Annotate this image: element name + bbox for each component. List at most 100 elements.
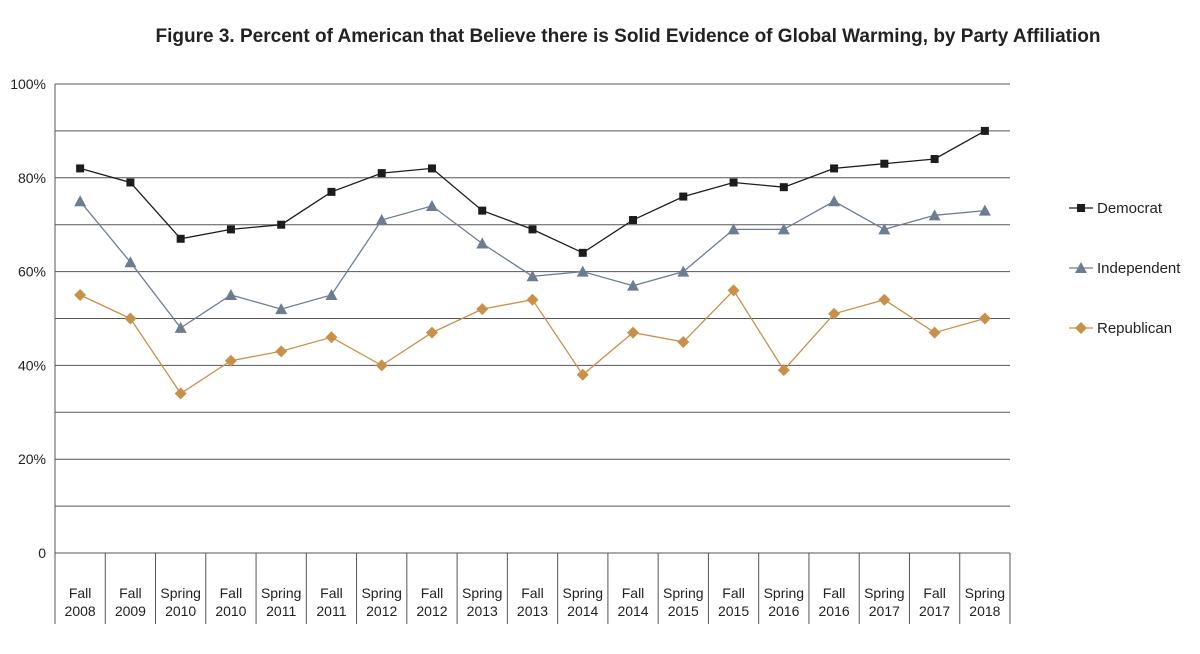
democrat-point <box>880 159 889 168</box>
y-tick-label: 0 <box>38 545 46 561</box>
independent-point <box>777 223 790 235</box>
legend-label: Republican <box>1097 320 1172 337</box>
republican-point <box>978 312 991 325</box>
x-tick-label: Spring 2012 <box>361 585 401 619</box>
legend-marker <box>1075 322 1087 334</box>
democrat-point <box>528 225 537 234</box>
legend: Democrat Independent Republican <box>1069 200 1181 337</box>
republican-point <box>627 326 640 339</box>
x-tick-label: Fall 2014 <box>617 585 648 619</box>
democrat-point <box>578 248 587 257</box>
chart-title: Figure 3. Percent of American that Belie… <box>156 26 1101 47</box>
democrat-point <box>830 164 839 173</box>
independent-point <box>928 209 941 221</box>
y-tick-label: 20% <box>18 451 46 467</box>
series-republican <box>74 284 991 400</box>
x-tick-label: Fall 2010 <box>215 585 246 619</box>
democrat-point <box>427 164 436 173</box>
independent-point <box>375 214 388 226</box>
independent-point <box>576 265 589 277</box>
x-tick-label: Fall 2008 <box>65 585 96 619</box>
republican-point <box>174 387 187 400</box>
y-tick-label: 40% <box>18 357 46 373</box>
republican-point <box>677 335 690 348</box>
republican-point <box>124 312 137 325</box>
democrat-point <box>377 169 386 178</box>
legend-label: Democrat <box>1097 200 1163 217</box>
democrat-point <box>176 234 185 243</box>
republican-point <box>74 289 87 302</box>
republican-point <box>526 293 539 306</box>
x-tick-label: Spring 2014 <box>563 585 603 619</box>
independent-point <box>828 195 841 207</box>
democrat-point <box>930 155 939 164</box>
republican-point <box>727 284 740 297</box>
democrat-point <box>729 178 738 187</box>
independent-point <box>476 237 489 249</box>
democrat-point <box>679 192 688 201</box>
democrat-point <box>277 220 286 229</box>
y-tick-label: 60% <box>18 264 46 280</box>
data-series <box>74 126 991 400</box>
legend-marker <box>1077 204 1085 212</box>
x-tick-label: Spring 2010 <box>160 585 200 619</box>
x-tick-label: Fall 2017 <box>919 585 950 619</box>
x-tick-label: Spring 2011 <box>261 585 301 619</box>
democrat-line <box>79 130 986 254</box>
x-axis: Fall 2008 Fall 2009 Spring 2010 Fall 2010 Spring… <box>54 84 1011 624</box>
independent-point <box>627 279 640 291</box>
x-tick-label: Spring 2018 <box>965 585 1005 619</box>
independent-point <box>74 195 87 207</box>
independent-point <box>124 256 137 268</box>
independent-point <box>878 223 891 235</box>
x-tick-label: Fall 2009 <box>115 585 146 619</box>
x-tick-label: Spring 2016 <box>764 585 804 619</box>
x-tick-label: Fall 2011 <box>316 585 346 619</box>
democrat-point <box>629 216 638 225</box>
republican-point <box>325 331 338 344</box>
y-axis-tick-labels: 0 20% 40% 60% 80% 100% <box>10 76 46 561</box>
republican-line <box>79 289 986 395</box>
legend-item-independent: Independent <box>1069 260 1181 277</box>
republican-point <box>878 293 891 306</box>
independent-point <box>425 199 438 211</box>
democrat-point <box>980 126 989 135</box>
republican-point <box>224 354 237 367</box>
republican-point <box>425 326 438 339</box>
democrat-point <box>226 225 235 234</box>
legend-label: Independent <box>1097 260 1181 277</box>
democrat-point <box>76 164 85 173</box>
independent-point <box>677 265 690 277</box>
x-tick-label: Fall 2016 <box>819 585 850 619</box>
x-tick-label: Spring 2015 <box>663 585 703 619</box>
democrat-point <box>478 206 487 215</box>
republican-point <box>777 364 790 377</box>
republican-point <box>476 303 489 316</box>
independent-point <box>978 204 991 216</box>
series-democrat <box>76 126 989 257</box>
legend-item-democrat: Democrat <box>1069 200 1163 217</box>
independent-point <box>727 223 740 235</box>
independent-point <box>275 303 288 315</box>
republican-point <box>275 345 288 358</box>
independent-point <box>224 289 237 301</box>
x-tick-label: Spring 2017 <box>864 585 904 619</box>
x-tick-label: Spring 2013 <box>462 585 502 619</box>
independent-point <box>325 289 338 301</box>
republican-point <box>828 307 841 320</box>
independent-point <box>174 321 187 333</box>
x-tick-label: Fall 2015 <box>718 585 749 619</box>
legend-marker <box>1075 262 1087 273</box>
democrat-point <box>126 178 135 187</box>
republican-point <box>928 326 941 339</box>
series-independent <box>74 195 991 333</box>
x-tick-label: Fall 2012 <box>416 585 447 619</box>
y-tick-label: 100% <box>10 76 46 92</box>
independent-point <box>526 270 539 282</box>
democrat-point <box>327 187 336 196</box>
democrat-point <box>779 183 788 192</box>
legend-item-republican: Republican <box>1069 320 1172 337</box>
x-tick-label: Fall 2013 <box>517 585 548 619</box>
republican-point <box>576 368 589 381</box>
